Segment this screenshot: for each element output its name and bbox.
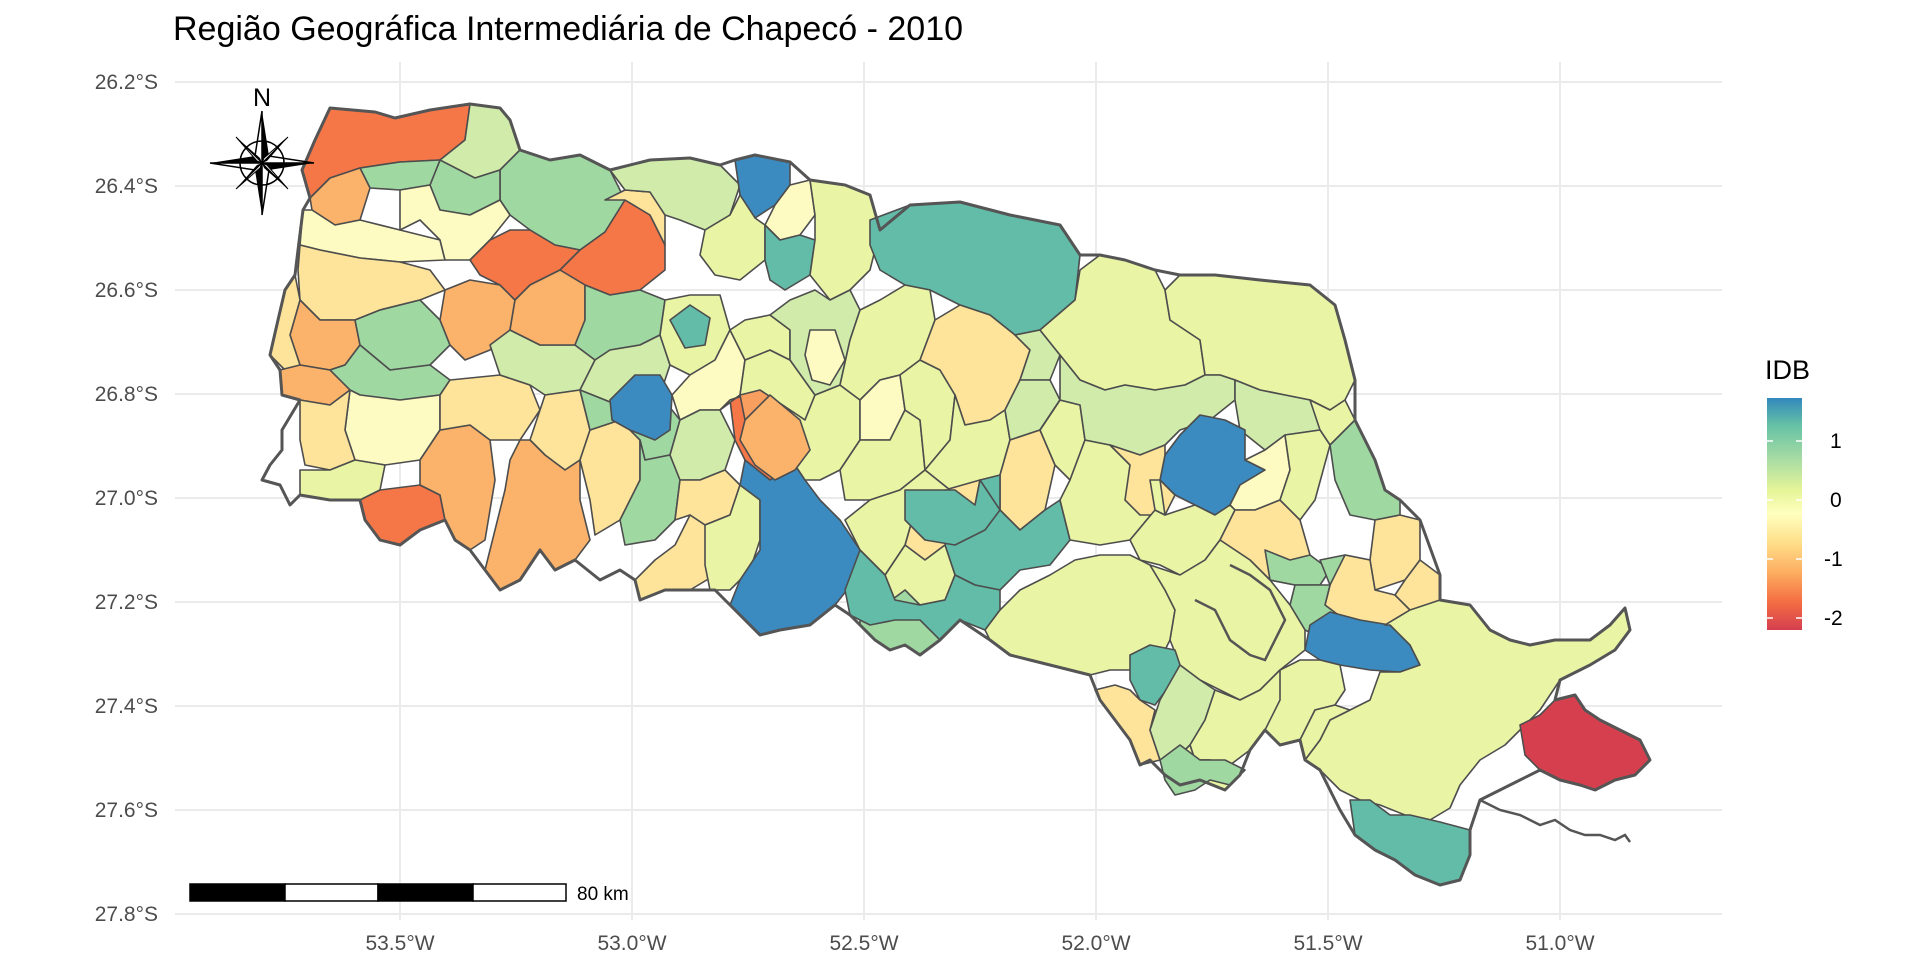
municipality — [1149, 479, 1166, 516]
x-tick-label: 52.0°W — [1061, 932, 1130, 955]
map-title: Região Geográfica Intermediária de Chape… — [173, 10, 963, 48]
y-tick-label: 26.2°S — [95, 71, 158, 94]
river-line — [1479, 798, 1632, 843]
municipality — [804, 329, 846, 386]
x-tick-label: 51.0°W — [1525, 932, 1594, 955]
y-tick-label: 26.6°S — [95, 279, 158, 302]
x-tick-label: 52.5°W — [829, 932, 898, 955]
municipality — [739, 394, 811, 481]
y-tick-label: 26.4°S — [95, 175, 158, 198]
municipality — [1279, 429, 1331, 521]
compass-rose-icon: N — [209, 84, 315, 216]
y-tick-label: 27.6°S — [95, 799, 158, 822]
y-tick-label: 26.8°S — [95, 383, 158, 406]
municipality — [1264, 549, 1331, 586]
legend-label: -2 — [1824, 607, 1843, 630]
municipality — [419, 424, 496, 551]
municipality — [359, 484, 446, 546]
municipality — [704, 484, 761, 591]
municipality — [609, 374, 673, 441]
y-tick-label: 27.2°S — [95, 591, 158, 614]
y-tick-label: 27.8°S — [95, 903, 158, 926]
legend-title: IDB — [1765, 355, 1810, 385]
legend-ticks — [1767, 440, 1802, 619]
north-label: N — [253, 84, 271, 112]
municipality — [904, 479, 1001, 546]
legend: IDB 1 0 -1 -2 — [1765, 355, 1843, 630]
x-tick-label: 51.5°W — [1293, 932, 1362, 955]
municipality — [669, 304, 711, 349]
y-axis-labels: 26.2°S 26.4°S 26.6°S 26.8°S 27.0°S 27.2°… — [95, 71, 158, 926]
municipalities — [269, 103, 1651, 886]
river-line — [1194, 563, 1287, 662]
municipality — [439, 374, 541, 441]
y-tick-label: 27.4°S — [95, 695, 158, 718]
legend-label: 1 — [1830, 430, 1842, 453]
legend-colorbar — [1767, 398, 1802, 630]
municipality — [619, 439, 681, 546]
y-tick-label: 27.0°S — [95, 487, 158, 510]
legend-label: 0 — [1830, 489, 1842, 512]
x-tick-label: 53.0°W — [597, 932, 666, 955]
scale-bar: 80 km — [189, 883, 629, 905]
legend-label: -1 — [1824, 548, 1843, 571]
municipality — [1329, 419, 1401, 521]
x-axis-labels: 53.5°W 53.0°W 52.5°W 52.0°W 51.5°W 51.0°… — [365, 932, 1594, 955]
region-outline — [260, 102, 1652, 887]
x-tick-label: 53.5°W — [365, 932, 434, 955]
scale-bar-label: 80 km — [577, 884, 629, 905]
